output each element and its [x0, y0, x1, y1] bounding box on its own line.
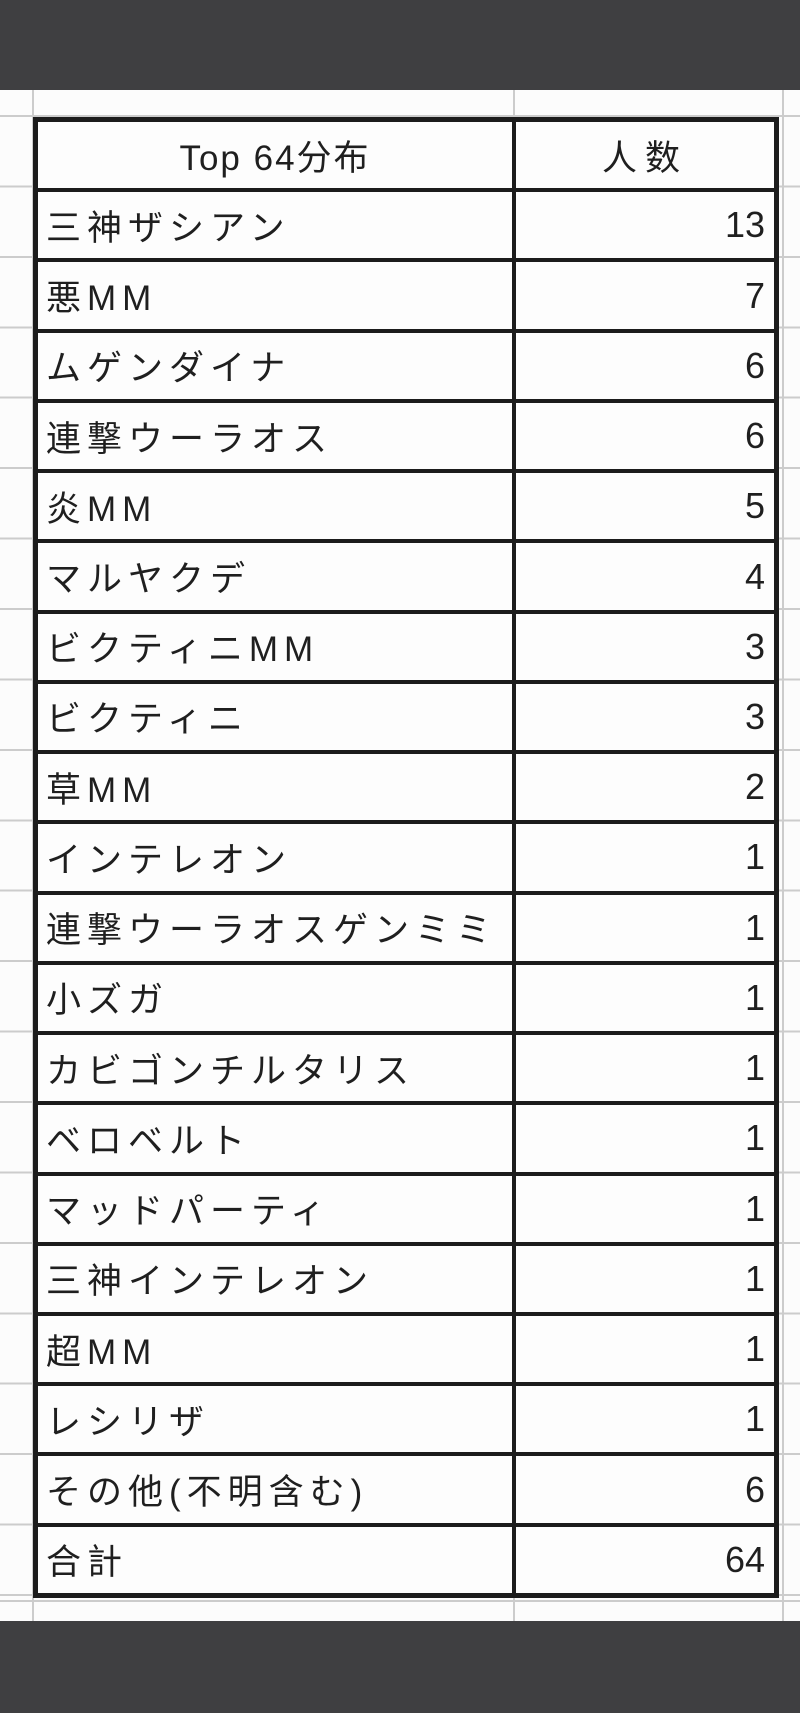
gridline-vertical-middle-top: [513, 90, 515, 117]
deck-name-cell: その他(不明含む): [38, 1456, 516, 1523]
deck-name-cell: ムゲンダイナ: [38, 332, 516, 399]
deck-name-cell: マッドパーティ: [38, 1175, 516, 1242]
letterbox-bottom-bar: [0, 1621, 800, 1713]
row-gridlines-right-margin: [779, 115, 800, 1602]
count-cell: 1: [744, 1117, 765, 1159]
table-row: 連撃ウーラオスゲンミミ 1: [38, 894, 774, 965]
deck-name-cell: 炎MM: [38, 473, 516, 540]
count-cell: 1: [744, 1328, 765, 1370]
header-cell-count: 人数: [601, 138, 688, 178]
deck-name-cell: 超MM: [38, 1315, 516, 1383]
table-row: カビゴンチルタリス 1: [38, 1035, 774, 1106]
count-cell: 6: [744, 415, 765, 457]
table-total-row: 合計 64: [38, 1526, 774, 1593]
deck-name-cell: ベロベルト: [38, 1105, 516, 1172]
table-row: インテレオン 1: [38, 824, 774, 895]
deck-name-cell: 連撃ウーラオスゲンミミ: [38, 894, 516, 961]
deck-name-cell: マルヤクデ: [38, 543, 516, 610]
count-cell: 1: [744, 1047, 765, 1089]
table-row: ムゲンダイナ 6: [38, 332, 774, 403]
count-cell: 1: [744, 976, 765, 1018]
deck-name-cell: 三神インテレオン: [38, 1245, 516, 1312]
count-cell: 1: [744, 1187, 765, 1229]
table-row: 草MM 2: [38, 754, 774, 825]
table-row: 連撃ウーラオス 6: [38, 402, 774, 474]
deck-name-cell: 三神ザシアン: [38, 192, 516, 259]
count-cell: 5: [744, 485, 765, 527]
count-cell: 1: [744, 906, 765, 948]
count-cell: 6: [744, 344, 765, 386]
table-row: 悪MM 7: [38, 262, 774, 333]
gridline-horizontal-bottom: [0, 1600, 800, 1602]
deck-name-cell: ビクティニ: [38, 683, 516, 751]
row-gridlines-left-margin: [0, 115, 33, 1602]
count-cell: 2: [744, 766, 765, 808]
table-row: マッドパーティ 1: [38, 1175, 774, 1246]
deck-name-cell: レシリザ: [38, 1386, 516, 1453]
count-cell: 1: [744, 836, 765, 878]
table-row: 三神ザシアン 13: [38, 192, 774, 263]
letterbox-top-bar: [0, 0, 800, 90]
count-cell: 13: [724, 204, 765, 246]
deck-name-cell: 小ズガ: [38, 964, 516, 1032]
deck-name-cell: 連撃ウーラオス: [38, 402, 516, 470]
count-cell: 1: [744, 1398, 765, 1440]
table-row: ビクティニ 3: [38, 683, 774, 755]
gridline-horizontal-top: [0, 115, 800, 117]
table-row: ビクティニMM 3: [38, 613, 774, 684]
deck-name-cell: インテレオン: [38, 824, 516, 891]
deck-name-cell: ビクティニMM: [38, 613, 516, 680]
count-cell: 1: [744, 1257, 765, 1299]
total-count-cell: 64: [724, 1538, 765, 1580]
gridline-vertical-middle-bottom: [513, 1598, 515, 1621]
deck-name-cell: カビゴンチルタリス: [38, 1035, 516, 1102]
count-cell: 4: [744, 555, 765, 597]
table-header-row: Top 64分布 人数: [38, 122, 774, 193]
table-row: その他(不明含む) 6: [38, 1456, 774, 1527]
deck-name-cell: 悪MM: [38, 262, 516, 329]
table-row: レシリザ 1: [38, 1386, 774, 1457]
count-cell: 7: [744, 274, 765, 316]
table-row: 三神インテレオン 1: [38, 1245, 774, 1316]
table-row: ベロベルト 1: [38, 1105, 774, 1176]
distribution-table: Top 64分布 人数 三神ザシアン 13 悪MM 7 ムゲンダイナ 6 連撃ウ…: [33, 117, 779, 1598]
count-cell: 6: [744, 1468, 765, 1510]
count-cell: 3: [744, 695, 765, 737]
deck-name-cell: 草MM: [38, 754, 516, 821]
total-label-cell: 合計: [38, 1526, 516, 1593]
header-cell-title: Top 64分布: [38, 122, 516, 189]
table-row: 小ズガ 1: [38, 964, 774, 1036]
table-row: 超MM 1: [38, 1315, 774, 1387]
count-cell: 3: [744, 625, 765, 667]
table-row: マルヤクデ 4: [38, 543, 774, 614]
table-row: 炎MM 5: [38, 473, 774, 544]
